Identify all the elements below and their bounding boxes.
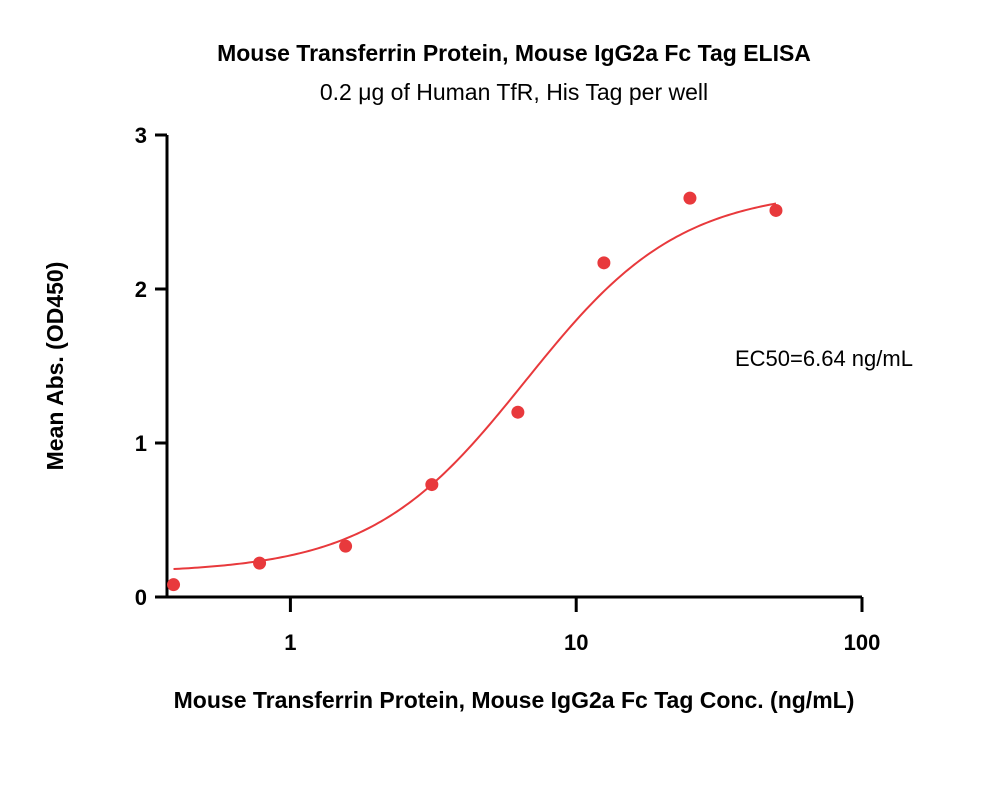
x-tick-label: 100 [844,630,881,655]
x-tick-label: 1 [284,630,296,655]
data-point [769,203,783,217]
y-ticks: 0 1 2 3 [135,123,167,610]
axes: 0 1 2 3 1 10 100 [135,123,881,655]
data-point [167,578,181,592]
y-tick-label: 1 [135,431,147,456]
x-axis-label: Mouse Transferrin Protein, Mouse IgG2a F… [174,687,855,713]
data-point [683,191,697,205]
chart-subtitle: 0.2 μg of Human TfR, His Tag per well [320,79,708,105]
y-tick-label: 2 [135,277,147,302]
fit-curve [173,202,777,571]
data-point [425,478,439,492]
y-tick-label: 0 [135,585,147,610]
y-tick-label: 3 [135,123,147,148]
data-point [339,539,353,553]
x-ticks: 1 10 100 [284,597,880,655]
data-point [253,556,267,570]
x-tick-label: 10 [564,630,588,655]
ec50-annotation: EC50=6.64 ng/mL [735,346,913,371]
y-axis-label: Mean Abs. (OD450) [42,262,68,471]
chart-title: Mouse Transferrin Protein, Mouse IgG2a F… [217,40,811,66]
data-points [167,191,783,592]
data-point [597,256,611,270]
data-point [511,405,525,419]
